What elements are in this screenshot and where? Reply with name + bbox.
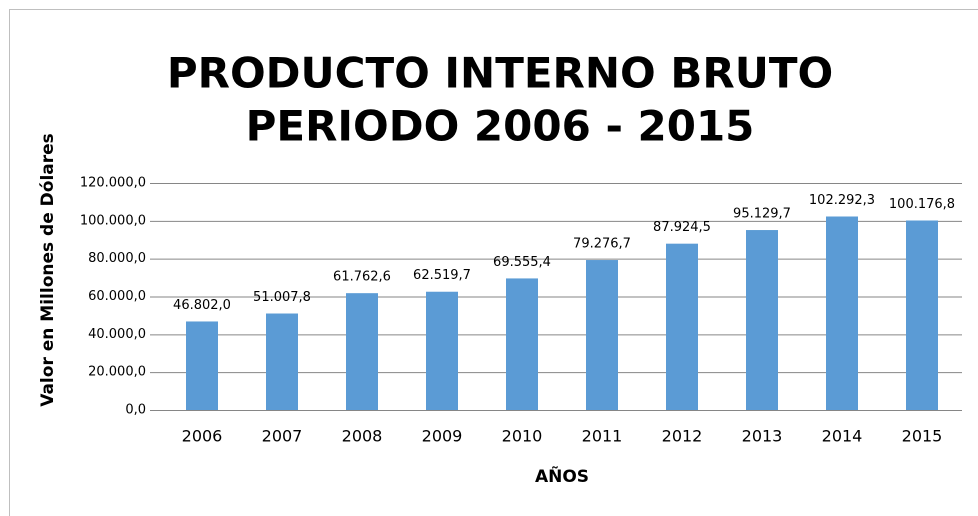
chart-title: PRODUCTO INTERNO BRUTO — [167, 49, 833, 98]
bar — [906, 220, 938, 410]
value-label: 100.176,8 — [889, 197, 955, 212]
x-tick-label: 2014 — [822, 427, 863, 446]
bar — [666, 243, 698, 410]
y-tick-label: 60.000,0 — [88, 289, 146, 304]
y-tick-label: 40.000,0 — [88, 327, 146, 342]
bar — [266, 313, 298, 410]
y-axis-label: Valor en Millones de Dólares — [38, 133, 58, 407]
y-tick-label: 80.000,0 — [88, 251, 146, 266]
x-axis-label: AÑOS — [535, 464, 589, 487]
x-tick-label: 2006 — [182, 427, 223, 446]
x-tick-label: 2007 — [262, 427, 303, 446]
bar — [746, 230, 778, 410]
x-tick-label: 2013 — [742, 427, 783, 446]
value-label: 46.802,0 — [173, 298, 231, 313]
bar — [346, 293, 378, 410]
x-tick-label: 2009 — [422, 427, 463, 446]
y-tick-label: 20.000,0 — [88, 365, 146, 380]
value-label: 62.519,7 — [413, 268, 471, 283]
value-label: 61.762,6 — [333, 270, 391, 285]
x-tick-label: 2015 — [902, 427, 943, 446]
bar — [186, 321, 218, 410]
value-label: 69.555,4 — [493, 255, 551, 270]
bar — [506, 278, 538, 410]
bar — [826, 216, 858, 410]
value-label: 79.276,7 — [573, 237, 631, 252]
value-label: 102.292,3 — [809, 193, 875, 208]
value-label: 87.924,5 — [653, 220, 711, 235]
chart-frame — [9, 9, 978, 516]
x-tick-label: 2008 — [342, 427, 383, 446]
y-tick-label: 0,0 — [125, 403, 146, 418]
value-label: 95.129,7 — [733, 207, 791, 222]
x-tick-label: 2010 — [502, 427, 543, 446]
bar — [426, 291, 458, 410]
x-tick-label: 2012 — [662, 427, 703, 446]
value-label: 51.007,8 — [253, 290, 311, 305]
y-tick-label: 120.000,0 — [80, 176, 146, 191]
bar — [586, 260, 618, 410]
chart-title: PERIODO 2006 - 2015 — [246, 102, 755, 151]
y-tick-label: 100.000,0 — [80, 213, 146, 228]
x-tick-label: 2011 — [582, 427, 623, 446]
